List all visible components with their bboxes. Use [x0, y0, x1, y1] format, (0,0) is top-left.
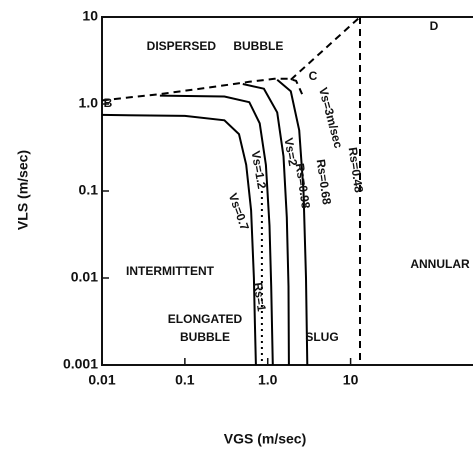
- annotation: INTERMITTENT: [126, 264, 215, 278]
- annotation: DISPERSED BUBBLE: [147, 39, 284, 53]
- x-tick-label: 1.0: [258, 372, 278, 388]
- x-tick-label: 10: [343, 372, 359, 388]
- annotation: Vs=0.7: [226, 191, 252, 232]
- annotation: BUBBLE: [180, 330, 230, 344]
- regime-boundary: [101, 113, 257, 366]
- x-tick-label: 0.1: [175, 372, 195, 388]
- y-axis-label: VLS (m/sec): [15, 150, 31, 230]
- annotation: C: [309, 69, 318, 83]
- annotation: ELONGATED: [168, 312, 243, 326]
- regime-boundary: [242, 83, 290, 366]
- annotation: Rs=0.68: [314, 158, 334, 206]
- y-tick-label: 1.0: [79, 95, 99, 111]
- regime-boundary: [159, 94, 274, 366]
- annotation: ANNULAR: [410, 257, 470, 271]
- x-axis-label: VGS (m/sec): [224, 431, 306, 447]
- annotation: SLUG: [305, 330, 338, 344]
- annotation: Vs=3m/sec: [316, 86, 346, 150]
- y-tick-label: 10: [82, 8, 98, 24]
- regime-boundary: [276, 78, 309, 366]
- regime-boundary: [290, 16, 361, 81]
- y-tick-label: 0.001: [63, 356, 98, 372]
- y-tick-label: 0.1: [79, 182, 99, 198]
- annotation: Vs=2: [281, 137, 300, 168]
- regime-boundary: [101, 77, 304, 102]
- annotation: D: [430, 19, 439, 33]
- x-tick-label: 0.01: [88, 372, 115, 388]
- annotation: Rs=0.48: [346, 146, 366, 194]
- annotation: B: [104, 96, 113, 110]
- y-tick-label: 0.01: [71, 269, 98, 285]
- annotation: Rs=1: [251, 282, 269, 313]
- annotation: Vs=1.2: [249, 150, 270, 191]
- annotation: Rs=0.98: [293, 162, 313, 210]
- plot-frame: [101, 16, 473, 366]
